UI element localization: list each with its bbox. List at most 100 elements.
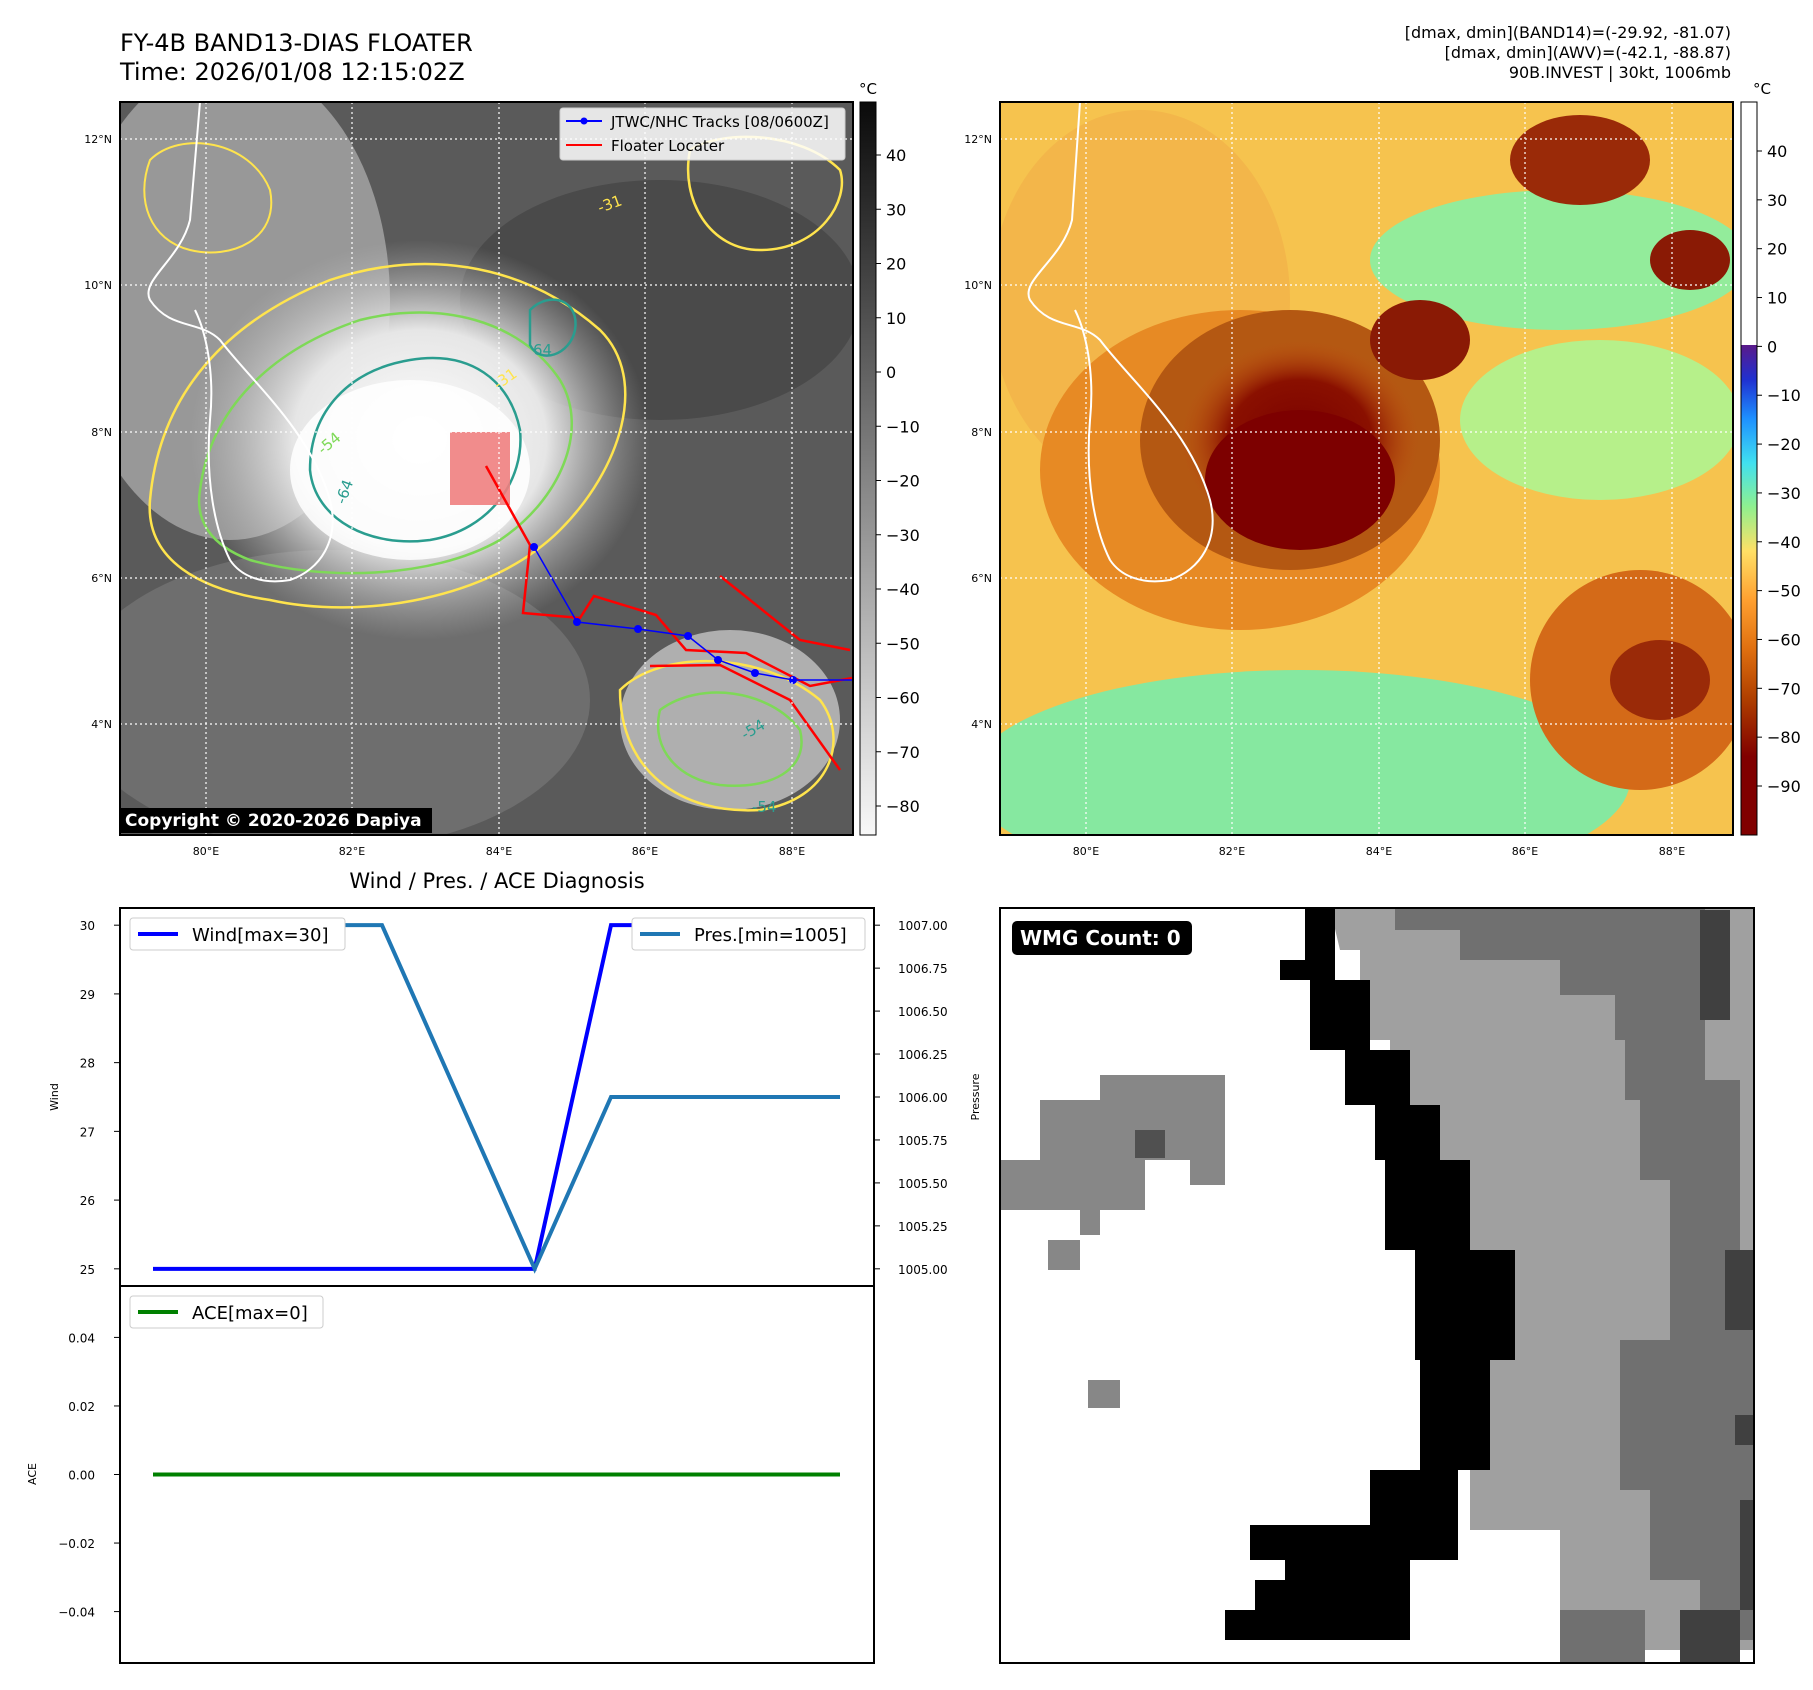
copyright-box [120, 808, 432, 833]
awv-core-dark [1205, 410, 1395, 550]
awv-coastline [1027, 102, 1214, 583]
ir-legend: JTWC/NHC Tracks [08/0600Z] Floater Locat… [559, 107, 846, 161]
ir-colorbar-unit: °C [859, 80, 877, 98]
wind-y-tick-label: 26 [80, 1194, 95, 1208]
lat-label: 10°N [964, 279, 992, 292]
awv-colorbar: °C 40 30 20 10 0 −10 −20 −30 −40 −50 −60 −70 −80 −90 [1740, 80, 1801, 836]
wmg-frame [999, 907, 1755, 1664]
pressure-legend-box [631, 917, 866, 951]
colorbar-tick-label: −90 [1767, 777, 1801, 796]
awv-range: [dmax, dmin](AWV)=(-42.1, -88.87) [1445, 43, 1731, 62]
pressure-y-tick-label: 1006.00 [898, 1091, 948, 1105]
ace-y-tick-label: 0.04 [68, 1331, 95, 1345]
awv-lon-labels: 80°E 82°E 84°E 86°E 88°E [1073, 845, 1685, 858]
colorbar-tick-label: −20 [1767, 435, 1801, 454]
track-point [684, 632, 692, 640]
colorbar-tick-label: 30 [886, 200, 906, 219]
awv-colorbar-lower [1741, 345, 1757, 835]
awv-colorbar-frame [1740, 101, 1758, 836]
track-point [751, 669, 759, 677]
colorbar-tick-label: −40 [1767, 533, 1801, 552]
colorbar-tick-label: −20 [886, 472, 920, 491]
wmg-dark-cell [1135, 1130, 1165, 1158]
colorbar-tick-label: −50 [886, 634, 920, 653]
ir-southeast-cloud [620, 630, 840, 810]
colorbar-tick-label: −50 [1767, 582, 1801, 601]
colorbar-tick-label: 10 [1767, 289, 1787, 308]
ace-chart: ACE 0.04 0.02 0.00 −0.02 −0.04 ACE[max=0] [26, 1285, 875, 1664]
lat-label: 8°N [91, 426, 112, 439]
contour-label: -54 [752, 798, 777, 816]
lat-label: 10°N [84, 279, 112, 292]
contour-green-main [197, 311, 574, 575]
awv-colorbar-unit: °C [1753, 80, 1771, 98]
wind-y-tick-label: 28 [80, 1057, 95, 1071]
lon-label: 84°E [486, 845, 512, 858]
lon-label: 86°E [1512, 845, 1538, 858]
colorbar-tick-label: −10 [1767, 386, 1801, 405]
floater-locater-line [484, 465, 853, 688]
ace-y-tick-label: 0.02 [68, 1400, 95, 1414]
awv-moist-south [1000, 670, 1630, 835]
wmg-count-label: WMG Count: 0 [1020, 926, 1181, 950]
awv-gridlines [1000, 102, 1733, 835]
floater-locater-line-2 [719, 575, 851, 652]
lat-label: 8°N [971, 426, 992, 439]
band14-range: [dmax, dmin](BAND14)=(-29.92, -81.07) [1405, 23, 1731, 42]
awv-lat-labels: 12°N 10°N 8°N 6°N 4°N [964, 133, 992, 731]
awv-cell [1370, 300, 1470, 380]
lon-label: 86°E [632, 845, 658, 858]
legend-track-label: JTWC/NHC Tracks [08/0600Z] [610, 113, 829, 131]
pressure-y-tick-label: 1005.00 [898, 1263, 948, 1277]
wmg-gray-cell [1048, 1240, 1080, 1270]
colorbar-tick-label: −40 [886, 580, 920, 599]
awv-cell-northeast [1650, 230, 1730, 290]
pressure-y-ticks: 1005.00 1005.25 1005.50 1005.75 1006.00 1006.… [874, 919, 948, 1277]
ir-colorbar-ticks: 40 30 20 10 0 −10 −20 −30 −40 −50 −60 −70 −80 [876, 146, 920, 816]
awv-colorbar-upper [1741, 102, 1757, 345]
colorbar-tick-label: −30 [1767, 484, 1801, 503]
ir-coastline [147, 102, 334, 583]
colorbar-tick-label: 30 [1767, 191, 1787, 210]
copyright-text: Copyright © 2020-2026 Dapiya [125, 811, 422, 831]
figure-title: FY-4B BAND13-DIAS FLOATER [120, 29, 473, 57]
wind-legend-label: Wind[max=30] [192, 925, 329, 946]
awv-southeast-core [1610, 640, 1710, 720]
colorbar-tick-label: −70 [886, 743, 920, 762]
pressure-y-tick-label: 1005.75 [898, 1134, 948, 1148]
colorbar-tick-label: −80 [886, 797, 920, 816]
pressure-legend-label: Pres.[min=1005] [694, 925, 847, 946]
awv-moist-east [1460, 340, 1733, 500]
ace-y-ticks: 0.04 0.02 0.00 −0.02 −0.04 [58, 1331, 120, 1620]
wind-y-tick-label: 25 [80, 1263, 95, 1277]
ace-legend-box [129, 1295, 324, 1329]
diagnosis-title: Wind / Pres. / ACE Diagnosis [349, 869, 644, 893]
contour-teal-north [528, 298, 577, 357]
track-point [789, 676, 797, 684]
contour-green-southeast [656, 691, 803, 787]
lon-label: 82°E [339, 845, 365, 858]
colorbar-tick-label: 20 [886, 255, 906, 274]
wind-y-tick-label: 30 [80, 919, 95, 933]
pressure-y-tick-label: 1006.25 [898, 1048, 948, 1062]
ace-legend-label: ACE[max=0] [192, 1303, 308, 1324]
lon-label: 82°E [1219, 845, 1245, 858]
track-point [573, 618, 581, 626]
colorbar-tick-label: 0 [886, 363, 896, 382]
ir-colorbar-scale [859, 101, 877, 836]
wind-y-tick-label: 29 [80, 988, 95, 1002]
awv-cell-north [1510, 115, 1650, 205]
pressure-legend: Pres.[min=1005] [631, 917, 866, 951]
colorbar-tick-label: −10 [886, 417, 920, 436]
colorbar-tick-label: 10 [886, 309, 906, 328]
wmg-dark-gray-bottom [1560, 1610, 1645, 1663]
wind-y-tick-label: 27 [80, 1125, 95, 1139]
ir-lon-labels: 80°E 82°E 84°E 86°E 88°E [193, 845, 805, 858]
wmg-darkest-block [1735, 1415, 1754, 1445]
lon-label: 88°E [779, 845, 805, 858]
track-point [634, 625, 642, 633]
pressure-y-tick-label: 1006.75 [898, 962, 948, 976]
legend-floater-label: Floater Locater [611, 137, 725, 155]
contour-yellow-main [148, 262, 627, 609]
